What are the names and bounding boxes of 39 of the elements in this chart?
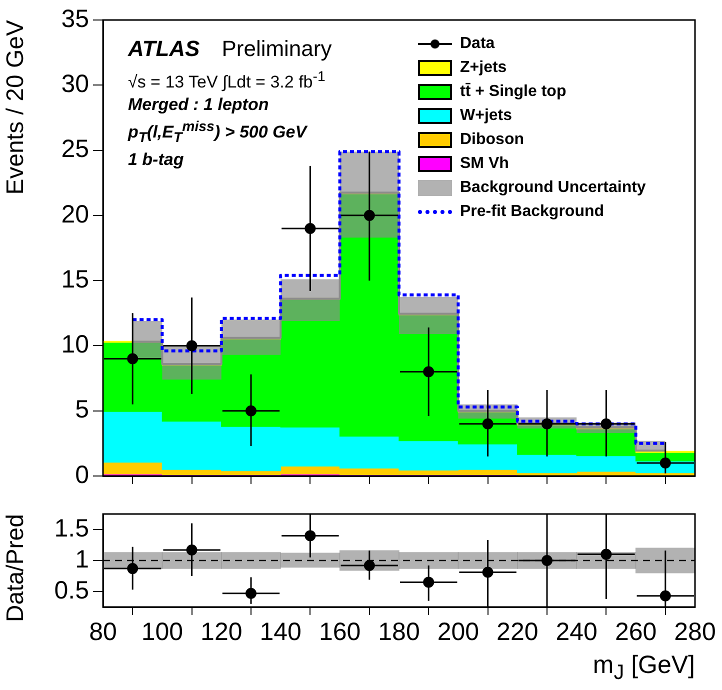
x-axis-title: m$_{J}$ [GeV] xyxy=(592,651,695,685)
legend-label: Pre-fit Background xyxy=(460,202,604,222)
x-tick-label: 260 xyxy=(614,618,657,646)
x-tick-label: 280 xyxy=(674,618,716,646)
x-tick-label: 200 xyxy=(437,618,480,646)
legend-label: tt̄ + Single top xyxy=(460,82,566,102)
annotation: ATLAS xyxy=(128,36,200,61)
legend-label: SM Vh xyxy=(460,154,509,174)
y-axis-title: Events / 20 GeV xyxy=(2,20,30,195)
y-tick-label: 35 xyxy=(61,4,89,33)
y-tick-label: 10 xyxy=(61,330,89,359)
y-tick-label: 25 xyxy=(61,135,89,164)
x-tick-label: 80 xyxy=(89,618,117,646)
y-tick-label: 20 xyxy=(61,200,89,228)
y-axis-title: Data/Pred xyxy=(2,514,30,622)
y-tick-label: 0 xyxy=(75,460,89,489)
legend-label: Background Uncertainty xyxy=(460,178,646,198)
x-tick-label: 160 xyxy=(318,618,361,646)
annotation: Merged : 1 lepton xyxy=(128,94,270,116)
legend-label: Data xyxy=(460,34,495,54)
y-tick-label: 15 xyxy=(61,265,89,294)
x-tick-label: 120 xyxy=(200,618,242,646)
legend-label: W+jets xyxy=(460,106,512,126)
y-tick-label: 30 xyxy=(61,70,89,98)
y-tick-label: 0.5 xyxy=(54,576,89,604)
annotation: p$_{T}$(l,E$_{T}$$^{miss}$) > 500 GeV xyxy=(128,118,309,148)
annotation: √s = 13 TeV ∫Ldt = 3.2 fb$^{-1}$ xyxy=(128,68,326,94)
y-tick-label: 1.5 xyxy=(54,514,89,542)
x-tick-label: 140 xyxy=(260,618,302,646)
legend-label: Diboson xyxy=(460,130,524,150)
annotation: Preliminary xyxy=(222,36,332,61)
annotation: 1 b-tag xyxy=(128,148,185,171)
x-tick-label: 180 xyxy=(378,618,420,646)
legend-label: Z+jets xyxy=(460,58,507,78)
y-tick-label: 1 xyxy=(75,545,89,574)
x-tick-label: 100 xyxy=(141,618,184,646)
y-tick-label: 5 xyxy=(75,396,89,424)
x-tick-label: 240 xyxy=(556,618,598,646)
x-tick-label: 220 xyxy=(496,618,538,646)
